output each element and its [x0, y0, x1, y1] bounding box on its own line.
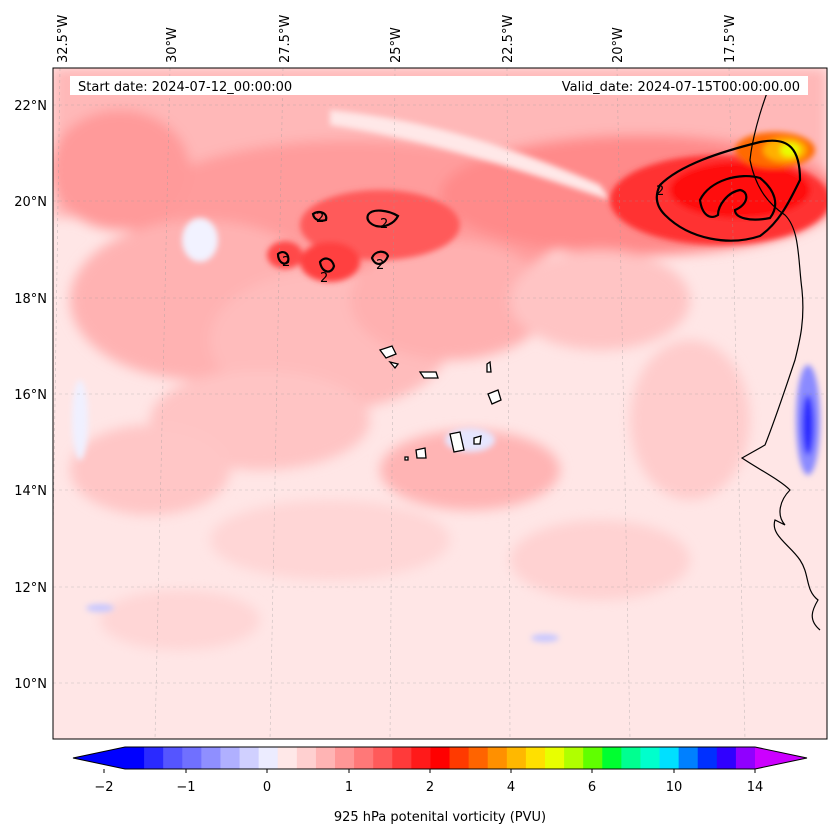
colorbar-cell	[392, 747, 412, 769]
colorbar-cell	[373, 747, 393, 769]
colorbar-tick-label: 4	[507, 780, 515, 795]
colorbar-cell	[545, 747, 565, 769]
start-date: Start date: 2024-07-12_00:00:00	[78, 80, 292, 95]
lon-label: 27.5°W	[278, 15, 293, 63]
contour-label: 2	[320, 271, 328, 286]
lat-label: 18°N	[14, 292, 47, 307]
contour-label: 2	[316, 211, 324, 226]
colorbar-ticks: −2 −1 0 1 2 4 6 10 14	[94, 769, 763, 795]
colorbar-outline	[72, 746, 808, 770]
colorbar-cell	[640, 747, 661, 769]
colorbar-tick-label: 0	[263, 780, 271, 795]
colorbar-cell	[182, 747, 202, 769]
contour-label: 2	[376, 258, 384, 273]
lat-label: 10°N	[14, 677, 47, 692]
colorbar-cell	[564, 747, 584, 769]
colorbar-cell	[583, 747, 603, 769]
contour-label: 2	[656, 184, 664, 199]
colorbar-cell	[735, 747, 756, 769]
colorbar-under-arrow	[73, 747, 125, 769]
valid-date: Valid_date: 2024-07-15T00:00:00.00	[562, 80, 800, 95]
contour-label: 2	[380, 217, 388, 232]
cape-verde-islands	[378, 345, 502, 461]
lon-label: 32.5°W	[56, 15, 71, 63]
lat-label: 22°N	[14, 99, 47, 114]
colorbar-cell	[296, 747, 317, 769]
pv-field: 2 2 2 2 2 2 Start date: 2024-07-12_00:00…	[53, 68, 827, 739]
lat-label: 20°N	[14, 195, 47, 210]
colorbar-cell	[659, 747, 680, 769]
colorbar-label: 925 hPa potenital vorticity (PVU)	[334, 810, 546, 825]
colorbar-cell	[621, 747, 642, 769]
colorbar-tick-label: −2	[94, 780, 113, 795]
colorbar-cell	[525, 747, 546, 769]
colorbar-cell	[354, 747, 374, 769]
lon-label: 25°W	[389, 27, 404, 63]
colorbar: −2 −1 0 1 2 4 6 10 14 925 hPa potenital vorticit…	[72, 746, 808, 825]
pv-strong-core	[267, 132, 827, 282]
colorbar-tick-label: 2	[426, 780, 434, 795]
colorbar-cell	[277, 747, 298, 769]
colorbar-cell	[697, 747, 718, 769]
colorbar-tick-label: 10	[666, 780, 683, 795]
colorbar-cell	[487, 747, 508, 769]
colorbar-cell	[468, 747, 489, 769]
colorbar-tick-label: −1	[176, 780, 195, 795]
colorbar-cell	[258, 747, 279, 769]
lon-label: 22.5°W	[501, 15, 516, 63]
colorbar-cell	[678, 747, 699, 769]
lat-label: 16°N	[14, 388, 47, 403]
colorbar-cell	[716, 747, 737, 769]
colorbar-tick-label: 6	[588, 780, 596, 795]
colorbar-cell	[125, 747, 145, 769]
date-banner	[70, 76, 808, 95]
lat-label: 12°N	[14, 581, 47, 596]
colorbar-cell	[220, 747, 241, 769]
lon-label: 17.5°W	[723, 15, 738, 63]
colorbar-over-arrow	[755, 747, 807, 769]
contour-labels: 2 2 2 2 2 2	[282, 184, 664, 286]
colorbar-cell	[239, 747, 260, 769]
colorbar-cell	[163, 747, 183, 769]
lon-label: 20°W	[611, 27, 626, 63]
colorbar-cell	[335, 747, 355, 769]
latitude-labels: 22°N 20°N 18°N 16°N 14°N 12°N 10°N	[14, 99, 47, 692]
colorbar-cell	[602, 747, 622, 769]
lon-label: 30°W	[165, 27, 180, 63]
colorbar-cell	[449, 747, 470, 769]
colorbar-tick-label: 1	[345, 780, 353, 795]
colorbar-cell	[430, 747, 451, 769]
pv-negative-region	[86, 365, 820, 642]
colorbar-cell	[315, 747, 336, 769]
longitude-labels: 32.5°W 30°W 27.5°W 25°W 22.5°W 20°W 17.5…	[56, 15, 738, 63]
contour-label: 2	[282, 255, 290, 270]
colorbar-tick-label: 14	[747, 780, 764, 795]
lat-label: 14°N	[14, 484, 47, 499]
pv-contours	[276, 139, 802, 273]
colorbar-cell	[506, 747, 527, 769]
colorbar-cell	[201, 747, 222, 769]
map-frame	[52, 67, 828, 740]
colorbar-cell	[411, 747, 432, 769]
graticule	[53, 68, 827, 739]
colorbar-cell	[144, 747, 164, 769]
coastline	[740, 84, 821, 631]
colorbar-cells	[125, 747, 756, 769]
